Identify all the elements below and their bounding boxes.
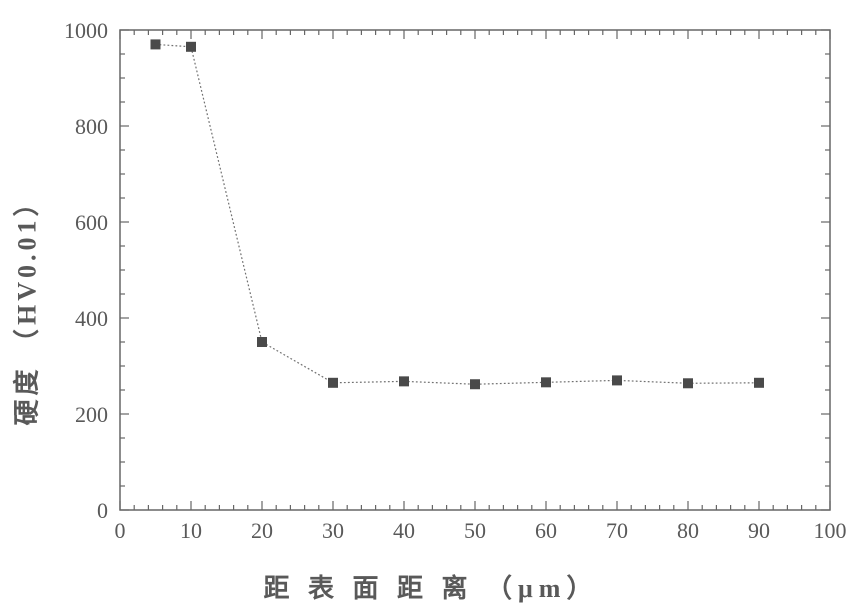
x-tick-label: 0 bbox=[115, 518, 126, 543]
y-axis-label: 硬度 （HV0.01） bbox=[7, 186, 44, 425]
y-tick-label: 200 bbox=[75, 402, 108, 427]
x-axis-label: 距 表 面 距 离 （μm） bbox=[0, 568, 862, 605]
y-tick-label: 600 bbox=[75, 210, 108, 235]
y-tick-label: 1000 bbox=[64, 18, 108, 43]
data-marker bbox=[684, 379, 693, 388]
x-tick-label: 100 bbox=[814, 518, 847, 543]
y-tick-label: 400 bbox=[75, 306, 108, 331]
data-marker bbox=[187, 42, 196, 51]
x-tick-label: 80 bbox=[677, 518, 699, 543]
data-marker bbox=[755, 378, 764, 387]
plot-frame bbox=[120, 30, 830, 510]
x-tick-label: 20 bbox=[251, 518, 273, 543]
data-line bbox=[156, 44, 760, 384]
x-tick-label: 60 bbox=[535, 518, 557, 543]
x-tick-label: 90 bbox=[748, 518, 770, 543]
x-tick-label: 30 bbox=[322, 518, 344, 543]
data-marker bbox=[151, 40, 160, 49]
data-marker bbox=[471, 380, 480, 389]
x-tick-label: 10 bbox=[180, 518, 202, 543]
x-tick-label: 70 bbox=[606, 518, 628, 543]
y-tick-label: 800 bbox=[75, 114, 108, 139]
x-tick-label: 40 bbox=[393, 518, 415, 543]
data-marker bbox=[258, 338, 267, 347]
data-marker bbox=[400, 377, 409, 386]
y-tick-label: 0 bbox=[97, 498, 108, 523]
data-marker bbox=[613, 376, 622, 385]
x-tick-label: 50 bbox=[464, 518, 486, 543]
chart-container: 010203040506070809010002004006008001000 … bbox=[0, 0, 862, 611]
hardness-chart: 010203040506070809010002004006008001000 bbox=[0, 0, 862, 611]
data-marker bbox=[329, 378, 338, 387]
data-marker bbox=[542, 378, 551, 387]
